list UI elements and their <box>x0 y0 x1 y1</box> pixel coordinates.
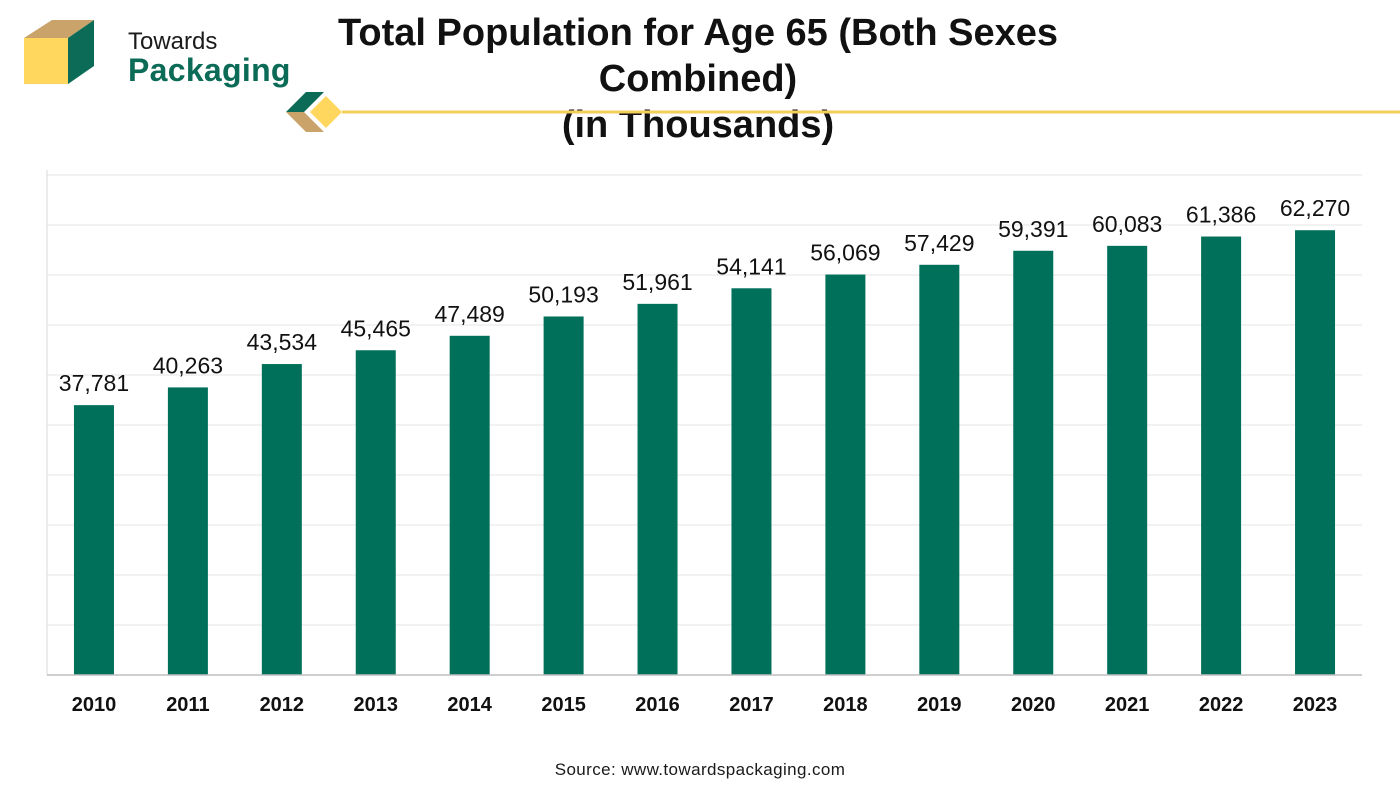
title-underline-decoration <box>286 92 1400 132</box>
bar-value-label: 56,069 <box>810 240 880 266</box>
bar-value-label: 45,465 <box>341 315 411 341</box>
bar-2017 <box>731 288 772 675</box>
bar-value-label: 61,386 <box>1186 202 1256 228</box>
bar-2021 <box>1107 245 1148 676</box>
x-tick-label: 2016 <box>635 694 680 716</box>
brand-name-line1: Towards <box>128 28 218 55</box>
bar-value-label: 40,263 <box>153 352 223 378</box>
bar-value-label: 54,141 <box>716 253 786 279</box>
bar-value-label: 43,534 <box>247 329 318 355</box>
source-note: Source: www.towardspackaging.com <box>554 760 846 779</box>
x-tick-label: 2013 <box>354 694 399 716</box>
chart-title: Total Population for Age 65 (Both Sexes … <box>338 12 1058 100</box>
bar-2023 <box>1295 230 1336 675</box>
brand-name-line2: Packaging <box>128 52 291 88</box>
x-tick-label: 2012 <box>260 694 305 716</box>
x-tick-label: 2018 <box>823 694 868 716</box>
category-labels: 2010 2011 2012 2013 2014 2015 2016 2017 2018 2019… <box>72 694 1338 716</box>
chart-title-block: Total Population for Age 65 (Both Sexes … <box>300 10 1096 148</box>
x-tick-label: 2019 <box>917 694 962 716</box>
bar-2010 <box>73 405 114 675</box>
bars <box>73 230 1336 676</box>
axes <box>46 170 1362 676</box>
x-tick-label: 2014 <box>447 694 492 716</box>
x-tick-label: 2011 <box>166 694 209 716</box>
bar-2014 <box>449 335 490 675</box>
bar-value-label: 37,781 <box>59 370 129 396</box>
bar-value-label: 57,429 <box>904 230 974 256</box>
bar-value-label: 51,961 <box>622 269 692 295</box>
bar-2020 <box>1013 250 1054 675</box>
bar-2022 <box>1201 236 1242 675</box>
box-logo-icon <box>24 20 94 84</box>
bar-2011 <box>167 387 208 675</box>
x-tick-label: 2023 <box>1293 694 1338 716</box>
bar-value-label: 60,083 <box>1092 211 1162 237</box>
bar-2016 <box>637 303 678 675</box>
x-tick-label: 2015 <box>541 694 586 716</box>
x-tick-label: 2021 <box>1105 694 1150 716</box>
grid-lines <box>47 174 1362 626</box>
bar-2012 <box>261 364 302 675</box>
x-tick-label: 2022 <box>1199 694 1244 716</box>
bar-2015 <box>543 316 584 675</box>
bar-value-label: 62,270 <box>1280 195 1350 221</box>
x-tick-label: 2020 <box>1011 694 1056 716</box>
x-tick-label: 2017 <box>729 694 774 716</box>
bar-2013 <box>355 350 396 675</box>
bar-value-label: 50,193 <box>528 281 598 307</box>
bar-value-label: 47,489 <box>434 301 504 327</box>
bar-value-label: 59,391 <box>998 216 1068 242</box>
brand-logo: Towards Packaging <box>24 14 290 94</box>
value-labels: 37,781 40,263 43,534 45,465 47,489 50,193 51,9… <box>59 195 1350 396</box>
bar-2018 <box>825 274 866 675</box>
bar-2019 <box>919 264 960 675</box>
x-tick-label: 2010 <box>72 694 117 716</box>
